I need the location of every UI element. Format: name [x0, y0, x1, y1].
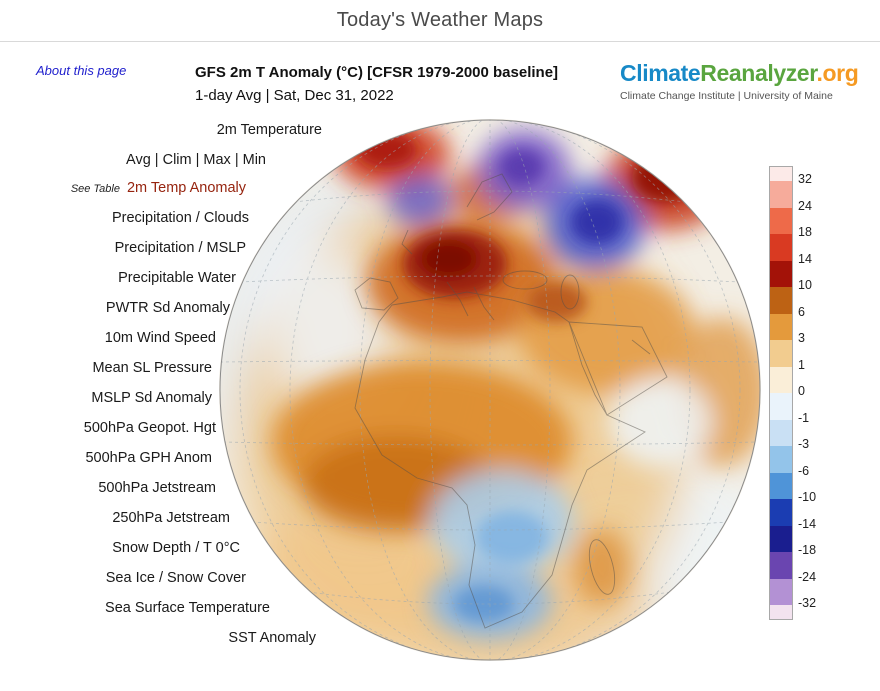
- colorbar-segment: [770, 207, 792, 234]
- nav-item-2m-temp-anomaly[interactable]: See Table 2m Temp Anomaly: [71, 178, 246, 199]
- nav-item-500hpa-geopot-hgt[interactable]: 500hPa Geopot. Hgt: [84, 418, 216, 438]
- nav-item-sst-anomaly[interactable]: SST Anomaly: [228, 628, 316, 648]
- colorbar-tick: 1: [798, 357, 805, 372]
- see-table-link[interactable]: See Table: [70, 183, 120, 195]
- nav-item-label: Precipitation / MSLP: [114, 240, 246, 256]
- nav-item-label: 10m Wind Speed: [104, 330, 216, 346]
- coastlines: [354, 173, 668, 629]
- logo-part-org: .org: [816, 60, 859, 86]
- nav-item-sea-ice-snow-cover[interactable]: Sea Ice / Snow Cover: [106, 568, 246, 588]
- colorbar-tick: 3: [798, 331, 805, 345]
- logo-tagline: Climate Change Institute | University of…: [620, 90, 833, 102]
- nav-item-label: PWTR Sd Anomaly: [105, 300, 230, 316]
- nav-item-label: 500hPa GPH Anom: [85, 450, 212, 466]
- colorbar-segment: [770, 340, 792, 367]
- logo-part-reanalyzer: Reanalyzer: [700, 60, 817, 86]
- globe-map: [212, 112, 768, 668]
- nav-item-label: MSLP Sd Anomaly: [91, 390, 212, 406]
- colorbar-segment: [770, 287, 792, 314]
- nav-item-label: 2m Temperature: [216, 122, 322, 138]
- colorbar-tick: -18: [798, 543, 817, 557]
- colorbar-tick: 0: [798, 384, 805, 398]
- nav-item-label: Sea Surface Temperature: [105, 600, 270, 616]
- colorbar-segment: [770, 499, 792, 526]
- globe-svg: [219, 119, 761, 661]
- colorbar-tick: 10: [798, 278, 812, 292]
- colorbar-tick: 32: [798, 172, 812, 186]
- colorbar-tick: 18: [798, 225, 812, 239]
- colorbar-segment: [770, 552, 792, 579]
- nav-item-sea-surface-temperature[interactable]: Sea Surface Temperature: [105, 598, 270, 618]
- colorbar-tick: -32: [798, 596, 817, 610]
- nav-item-snow-depth-t-0-c[interactable]: Snow Depth / T 0°C: [112, 538, 240, 558]
- nav-item-precipitable-water[interactable]: Precipitable Water: [118, 268, 236, 288]
- nav-item-label: 250hPa Jetstream: [112, 510, 230, 526]
- colorbar-segment: [770, 234, 792, 261]
- colorbar-segment: [770, 260, 792, 287]
- nav-item-label: Sea Ice / Snow Cover: [105, 570, 246, 586]
- colorbar-segment: [770, 167, 792, 181]
- nav-item-label: Precipitation / Clouds: [111, 210, 249, 226]
- nav-item-label: SST Anomaly: [228, 630, 316, 646]
- nav-item-label: Avg | Clim | Max | Min: [126, 152, 266, 168]
- nav-item-precipitation-clouds[interactable]: Precipitation / Clouds: [112, 208, 249, 228]
- map-subtitle: 1-day Avg | Sat, Dec 31, 2022: [195, 87, 394, 104]
- graticule: [220, 120, 760, 660]
- nav-item-label: Precipitable Water: [118, 270, 236, 286]
- colorbar-segment: [770, 578, 792, 605]
- nav-item-avg-clim-max-min[interactable]: Avg | Clim | Max | Min: [126, 150, 266, 170]
- nav-item-500hpa-gph-anom[interactable]: 500hPa GPH Anom: [85, 448, 212, 468]
- colorbar-segment: [770, 446, 792, 473]
- colorbar-segment: [770, 525, 792, 552]
- nav-item-2m-temperature[interactable]: 2m Temperature: [217, 120, 322, 140]
- nav-item-precipitation-mslp[interactable]: Precipitation / MSLP: [115, 238, 246, 258]
- nav-item-mean-sl-pressure[interactable]: Mean SL Pressure: [92, 358, 212, 378]
- nav-item-label: 500hPa Geopot. Hgt: [83, 420, 216, 436]
- colorbar-segment: [770, 605, 792, 619]
- nav-item-label: 2m Temp Anomaly: [126, 180, 246, 196]
- nav-item-250hpa-jetstream[interactable]: 250hPa Jetstream: [112, 508, 230, 528]
- colorbar-segment: [770, 393, 792, 420]
- nav-item-label: 500hPa Jetstream: [98, 480, 216, 496]
- nav-item-label: Snow Depth / T 0°C: [112, 540, 240, 556]
- colorbar-tick: -14: [798, 516, 817, 531]
- nav-item-500hpa-jetstream[interactable]: 500hPa Jetstream: [98, 478, 216, 498]
- site-logo[interactable]: ClimateReanalyzer.org Climate Change Ins…: [620, 60, 859, 102]
- map-header: GFS 2m T Anomaly (°C) [CFSR 1979-2000 ba…: [195, 64, 558, 104]
- colorbar-tick: -3: [798, 437, 810, 451]
- logo-wordmark[interactable]: ClimateReanalyzer.org: [620, 60, 859, 87]
- nav-item-label: Mean SL Pressure: [92, 360, 212, 376]
- colorbar-tick: 6: [798, 304, 805, 319]
- colorbar-segment: [770, 366, 792, 393]
- nav-item-10m-wind-speed[interactable]: 10m Wind Speed: [105, 328, 216, 348]
- colorbar-tick: 24: [798, 198, 812, 213]
- colorbar-tick: -10: [798, 490, 817, 504]
- map-title: GFS 2m T Anomaly (°C) [CFSR 1979-2000 ba…: [195, 64, 559, 81]
- colorbar: [769, 166, 793, 620]
- colorbar-segment: [770, 419, 792, 446]
- colorbar-tick: -24: [798, 569, 817, 584]
- nav-item-pwtr-sd-anomaly[interactable]: PWTR Sd Anomaly: [106, 298, 230, 318]
- colorbar-tick: -6: [798, 463, 810, 478]
- colorbar-tick: -1: [798, 410, 810, 425]
- colorbar-segment: [770, 472, 792, 499]
- title-divider: [0, 41, 880, 42]
- nav-item-mslp-sd-anomaly[interactable]: MSLP Sd Anomaly: [91, 388, 212, 408]
- about-this-page-link[interactable]: About this page: [36, 63, 127, 78]
- page-title: Today's Weather Maps: [336, 9, 544, 31]
- colorbar-segment: [770, 313, 792, 340]
- logo-part-climate: Climate: [620, 60, 701, 86]
- colorbar-tick: 14: [798, 251, 812, 266]
- colorbar-segment: [770, 181, 792, 208]
